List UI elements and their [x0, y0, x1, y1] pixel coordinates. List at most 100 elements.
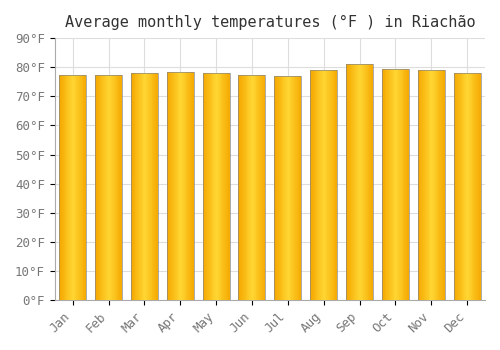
Bar: [217, 73, 218, 300]
Bar: [120, 75, 121, 300]
Bar: [186, 72, 188, 300]
Bar: [193, 72, 194, 300]
Bar: [324, 70, 326, 300]
Bar: [290, 76, 292, 300]
Bar: [346, 64, 373, 300]
Bar: [408, 69, 409, 300]
Bar: [192, 72, 193, 300]
Bar: [295, 76, 296, 300]
Bar: [69, 75, 70, 300]
Bar: [274, 76, 275, 300]
Bar: [327, 70, 328, 300]
Bar: [184, 72, 186, 300]
Bar: [422, 70, 423, 300]
Bar: [238, 75, 240, 300]
Bar: [318, 70, 319, 300]
Bar: [477, 73, 478, 300]
Bar: [399, 69, 400, 300]
Bar: [282, 76, 284, 300]
Bar: [321, 70, 322, 300]
Bar: [180, 72, 181, 300]
Bar: [224, 73, 225, 300]
Bar: [261, 75, 262, 300]
Bar: [388, 69, 389, 300]
Bar: [105, 75, 106, 300]
Bar: [256, 75, 258, 300]
Bar: [280, 76, 281, 300]
Bar: [97, 75, 98, 300]
Bar: [355, 64, 356, 300]
Bar: [475, 73, 476, 300]
Bar: [474, 73, 475, 300]
Bar: [259, 75, 260, 300]
Bar: [148, 73, 149, 300]
Bar: [116, 75, 117, 300]
Bar: [357, 64, 358, 300]
Bar: [202, 73, 203, 300]
Bar: [253, 75, 254, 300]
Bar: [469, 73, 470, 300]
Bar: [285, 76, 286, 300]
Bar: [397, 69, 398, 300]
Bar: [460, 73, 461, 300]
Bar: [464, 73, 466, 300]
Bar: [394, 69, 396, 300]
Bar: [364, 64, 365, 300]
Bar: [172, 72, 173, 300]
Bar: [360, 64, 362, 300]
Bar: [418, 70, 444, 300]
Bar: [64, 75, 66, 300]
Bar: [167, 72, 168, 300]
Bar: [66, 75, 68, 300]
Bar: [207, 73, 208, 300]
Bar: [246, 75, 248, 300]
Bar: [310, 70, 337, 300]
Bar: [407, 69, 408, 300]
Bar: [61, 75, 62, 300]
Bar: [418, 70, 420, 300]
Bar: [103, 75, 104, 300]
Bar: [353, 64, 354, 300]
Bar: [424, 70, 425, 300]
Bar: [386, 69, 388, 300]
Bar: [242, 75, 243, 300]
Bar: [310, 70, 311, 300]
Bar: [384, 69, 386, 300]
Bar: [435, 70, 436, 300]
Bar: [297, 76, 298, 300]
Bar: [248, 75, 249, 300]
Bar: [443, 70, 444, 300]
Bar: [430, 70, 431, 300]
Bar: [80, 75, 82, 300]
Bar: [336, 70, 337, 300]
Bar: [461, 73, 462, 300]
Bar: [350, 64, 352, 300]
Bar: [167, 72, 194, 300]
Bar: [95, 75, 122, 300]
Bar: [225, 73, 226, 300]
Bar: [467, 73, 468, 300]
Bar: [136, 73, 137, 300]
Bar: [332, 70, 334, 300]
Bar: [188, 72, 189, 300]
Bar: [372, 64, 373, 300]
Bar: [121, 75, 122, 300]
Bar: [371, 64, 372, 300]
Bar: [142, 73, 144, 300]
Bar: [294, 76, 295, 300]
Bar: [260, 75, 261, 300]
Bar: [228, 73, 230, 300]
Bar: [244, 75, 245, 300]
Bar: [82, 75, 84, 300]
Bar: [365, 64, 366, 300]
Bar: [252, 75, 253, 300]
Bar: [218, 73, 219, 300]
Bar: [347, 64, 348, 300]
Bar: [140, 73, 141, 300]
Bar: [346, 64, 347, 300]
Bar: [442, 70, 443, 300]
Bar: [62, 75, 63, 300]
Bar: [274, 76, 301, 300]
Bar: [74, 75, 76, 300]
Bar: [456, 73, 457, 300]
